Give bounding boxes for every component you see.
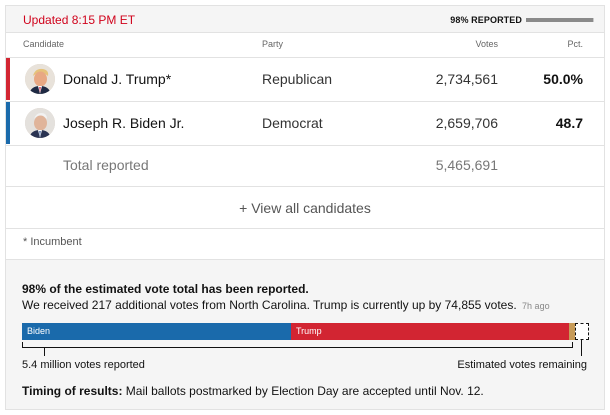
reported-tick — [44, 348, 45, 356]
party-color-stripe — [6, 102, 10, 144]
candidate-party: Democrat — [262, 115, 323, 131]
other-bar-segment — [569, 323, 575, 340]
estimate-description-text: We received 217 additional votes from No… — [22, 298, 517, 312]
total-reported-votes: 5,465,691 — [435, 157, 498, 173]
divider — [6, 101, 604, 102]
reported-progress-bar — [526, 18, 594, 22]
results-card: Updated 8:15 PM ET 98% REPORTED Candidat… — [5, 5, 605, 410]
candidate-name: Donald J. Trump* — [63, 71, 172, 87]
column-header-candidate: Candidate — [23, 39, 65, 49]
timing-of-results: Timing of results: Mail ballots postmark… — [22, 384, 484, 398]
divider — [6, 186, 604, 187]
reported-progress-fill — [526, 18, 593, 22]
total-reported-label: Total reported — [63, 157, 149, 173]
incumbent-footnote: * Incumbent — [23, 236, 82, 248]
column-header-votes: Votes — [475, 39, 498, 49]
view-all-candidates-button[interactable]: + View all candidates — [239, 200, 371, 216]
biden-bar-segment: Biden — [22, 323, 291, 340]
results-header: Updated 8:15 PM ET 98% REPORTED — [6, 6, 604, 33]
votes-remaining-caption: Estimated votes remaining — [457, 359, 587, 371]
divider — [6, 145, 604, 146]
estimate-title: 98% of the estimated vote total has been… — [22, 282, 309, 296]
divider — [6, 228, 604, 229]
reported-percent: 98% REPORTED — [450, 15, 522, 25]
updated-time: Updated 8:15 PM ET — [23, 13, 136, 27]
timing-label: Timing of results: — [22, 384, 123, 398]
candidate-row-trump: Donald J. Trump* Republican 2,734,561 50… — [6, 58, 604, 100]
candidate-name: Joseph R. Biden Jr. — [63, 115, 185, 131]
candidate-votes: 2,659,706 — [435, 115, 498, 131]
trump-bar-segment: Trump — [291, 323, 569, 340]
column-header-party: Party — [262, 39, 284, 49]
trump-photo-icon — [25, 64, 55, 94]
estimate-description: We received 217 additional votes from No… — [22, 298, 550, 312]
estimate-timestamp: 7h ago — [522, 301, 550, 311]
party-color-stripe — [6, 58, 10, 100]
votes-reported-caption: 5.4 million votes reported — [22, 359, 145, 371]
timing-text: Mail ballots postmarked by Election Day … — [125, 384, 484, 398]
remaining-tick — [581, 340, 582, 356]
candidate-row-biden: Joseph R. Biden Jr. Democrat 2,659,706 4… — [6, 102, 604, 144]
reported-bracket — [22, 342, 573, 348]
vote-estimate-bar: Biden Trump — [22, 323, 589, 340]
candidate-pct: 48.7 — [555, 115, 583, 131]
candidate-votes: 2,734,561 — [435, 71, 498, 87]
estimate-panel: 98% of the estimated vote total has been… — [6, 259, 604, 409]
candidate-party: Republican — [262, 71, 333, 87]
divider — [6, 57, 604, 58]
column-header-pct: Pct. — [567, 39, 583, 49]
biden-photo-icon — [25, 108, 55, 138]
candidate-pct: 50.0% — [543, 71, 583, 87]
remaining-bar-segment — [575, 323, 589, 340]
